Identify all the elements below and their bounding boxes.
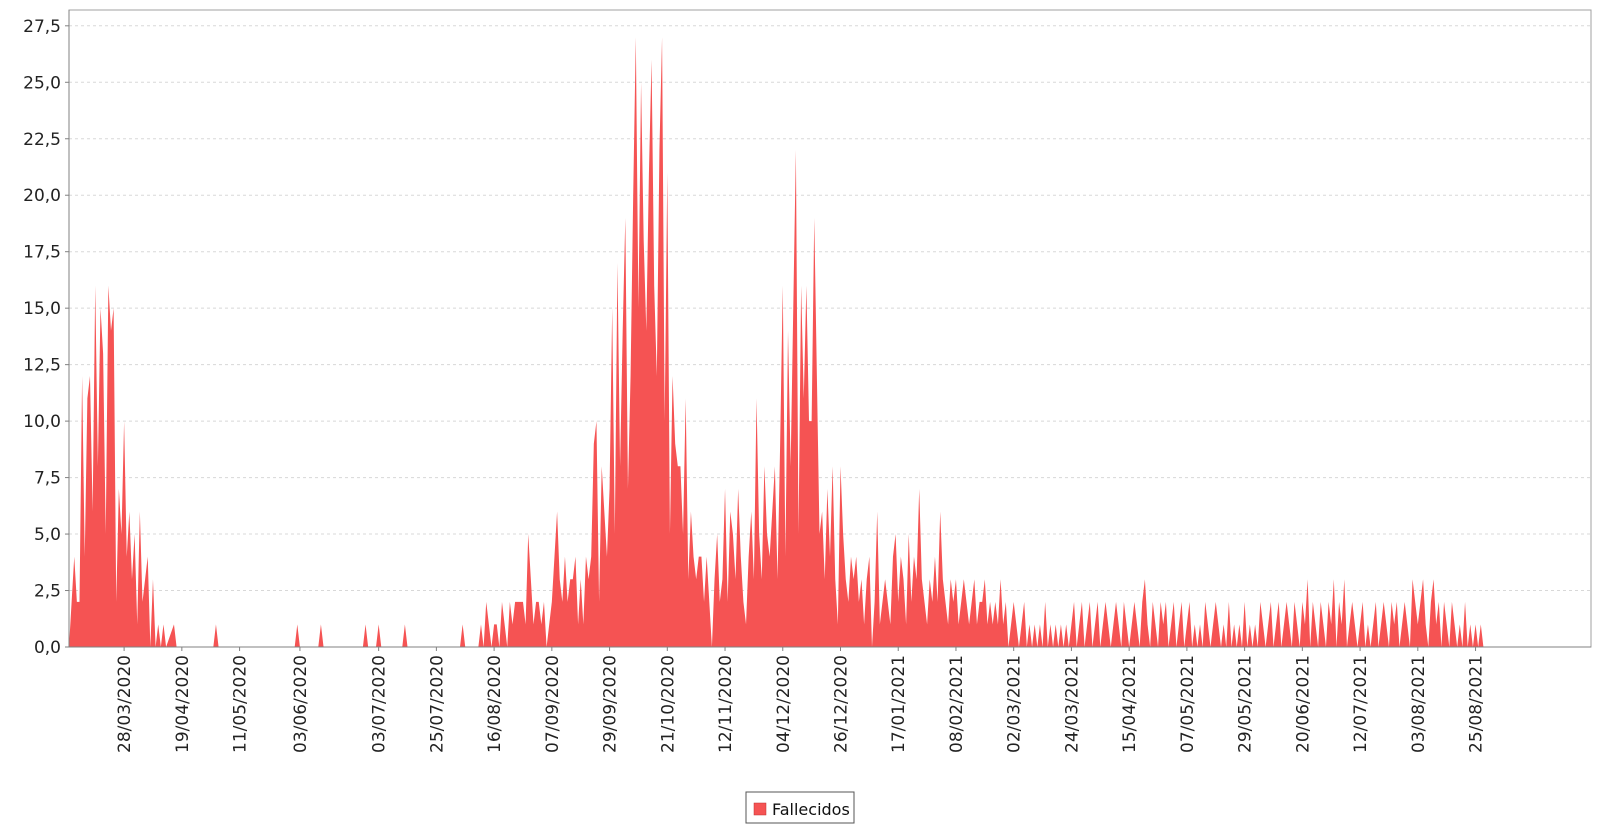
x-tick-label: 21/10/2020 — [658, 655, 678, 753]
x-tick-label: 12/07/2021 — [1351, 655, 1371, 753]
legend-swatch-fallecidos — [753, 802, 767, 816]
legend-label-fallecidos: Fallecidos — [772, 800, 850, 819]
y-tick-label: 7,5 — [34, 469, 61, 489]
x-axis-ticks: 28/03/2020 19/04/2020 11/05/2020 03/06/2020… — [115, 647, 1487, 753]
y-tick-label: 2,5 — [34, 582, 61, 602]
x-tick-label: 11/05/2020 — [231, 655, 251, 753]
grid-lines — [69, 25, 1591, 592]
y-tick-label: 25,0 — [23, 73, 61, 93]
x-tick-label: 03/08/2021 — [1409, 655, 1429, 753]
x-tick-label: 25/08/2021 — [1467, 655, 1487, 753]
y-tick-label: 5,0 — [34, 525, 61, 545]
x-tick-label: 04/12/2020 — [774, 655, 794, 753]
y-tick-label: 20,0 — [23, 186, 61, 206]
y-tick-label: 10,0 — [23, 412, 61, 432]
x-tick-label: 15/04/2021 — [1120, 655, 1140, 753]
x-tick-label: 20/06/2021 — [1293, 655, 1313, 753]
x-tick-label: 12/11/2020 — [716, 655, 736, 753]
y-tick-label: 22,5 — [23, 130, 61, 150]
y-tick-label: 15,0 — [23, 299, 61, 319]
x-tick-label: 07/05/2021 — [1178, 655, 1198, 753]
x-tick-label: 29/09/2020 — [601, 655, 621, 753]
legend: Fallecidos — [745, 791, 855, 824]
plot-background — [68, 9, 1592, 648]
x-tick-label: 16/08/2020 — [485, 655, 505, 753]
y-tick-label: 0,0 — [34, 638, 61, 658]
y-axis-ticks: 0,0 2,5 5,0 7,5 10,0 12,5 15,0 17,5 20,0 22,5 25,0… — [23, 17, 69, 658]
y-tick-label: 17,5 — [23, 243, 61, 263]
y-tick-label: 27,5 — [23, 17, 61, 37]
x-tick-label: 02/03/2021 — [1005, 655, 1025, 753]
x-tick-label: 26/12/2020 — [831, 655, 851, 753]
x-tick-label: 29/05/2021 — [1236, 655, 1256, 753]
x-tick-label: 03/07/2020 — [370, 655, 390, 753]
x-tick-label: 28/03/2020 — [115, 655, 135, 753]
y-tick-label: 12,5 — [23, 356, 61, 376]
x-tick-label: 07/09/2020 — [543, 655, 563, 753]
x-tick-label: 17/01/2021 — [889, 655, 909, 753]
x-tick-label: 19/04/2020 — [173, 655, 193, 753]
x-tick-label: 08/02/2021 — [947, 655, 967, 753]
series-area-fallecidos — [69, 37, 1484, 648]
x-tick-label: 24/03/2021 — [1062, 655, 1082, 753]
x-tick-label: 03/06/2020 — [291, 655, 311, 753]
x-tick-label: 25/07/2020 — [427, 655, 447, 753]
